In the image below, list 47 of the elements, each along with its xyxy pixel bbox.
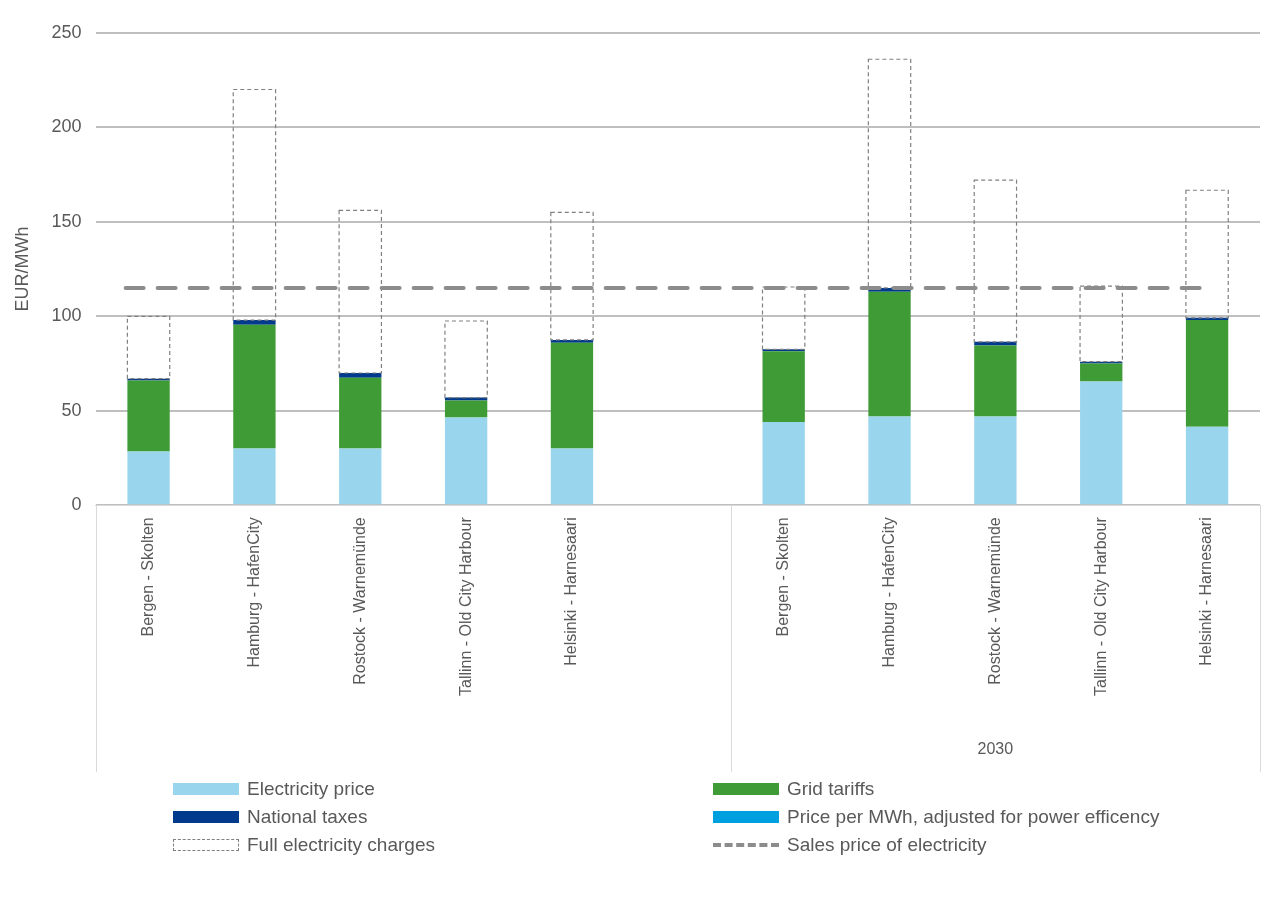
legend-label: Sales price of electricity xyxy=(787,834,987,856)
bar xyxy=(1080,381,1123,505)
y-tick-label: 200 xyxy=(51,116,82,137)
x-tick-label: Tallinn - Old City Harbour xyxy=(456,516,474,697)
bar xyxy=(1080,363,1123,382)
y-tick-label: 100 xyxy=(51,305,82,326)
bar xyxy=(444,320,488,399)
legend-label: Electricity price xyxy=(247,778,375,800)
legend-label: Price per MWh, adjusted for power efficency xyxy=(787,806,1160,828)
x-tick-label: Hamburg - HafenCity xyxy=(879,517,897,668)
bar xyxy=(444,417,488,505)
x-tick-label: Bergen - Skolten xyxy=(774,517,792,637)
x-tick-label: Bergen - Skolten xyxy=(138,517,156,637)
legend-label: Full electricity charges xyxy=(247,834,435,856)
text: 2030 xyxy=(977,740,1014,758)
x-tick-label: Helsinki - Harnesaari xyxy=(562,517,580,666)
bar xyxy=(1185,426,1229,505)
bar xyxy=(126,315,171,380)
bar xyxy=(233,324,276,449)
bar xyxy=(339,377,382,449)
bar xyxy=(762,351,805,423)
bar xyxy=(339,448,382,505)
bar xyxy=(444,400,488,418)
bar xyxy=(974,345,1017,417)
bar xyxy=(762,422,805,505)
bar xyxy=(550,342,594,449)
bar xyxy=(127,451,170,505)
bar xyxy=(868,416,911,505)
bar xyxy=(974,341,1017,346)
legend-label: Grid tariffs xyxy=(787,778,875,800)
bar xyxy=(550,448,594,505)
y-axis-title: EUR/MWh xyxy=(11,226,32,312)
bar xyxy=(868,291,911,417)
legend-label: National taxes xyxy=(247,806,368,828)
bar xyxy=(974,416,1017,505)
bar xyxy=(233,448,276,505)
x-tick-label: Rostock - Warnemünde xyxy=(350,517,368,685)
y-tick-label: 150 xyxy=(51,210,82,231)
bar xyxy=(127,380,170,452)
bar xyxy=(1185,320,1229,427)
x-tick-label: Rostock - Warnemünde xyxy=(985,517,1003,685)
y-tick-label: 250 xyxy=(51,21,82,42)
x-tick-label: Helsinki - Harnesaari xyxy=(1197,517,1215,666)
y-tick-label: 50 xyxy=(61,399,82,420)
y-tick-label: 0 xyxy=(71,494,82,515)
x-tick-label: Tallinn - Old City Harbour xyxy=(1091,516,1109,697)
x-tick-label: Hamburg - HafenCity xyxy=(244,517,262,668)
